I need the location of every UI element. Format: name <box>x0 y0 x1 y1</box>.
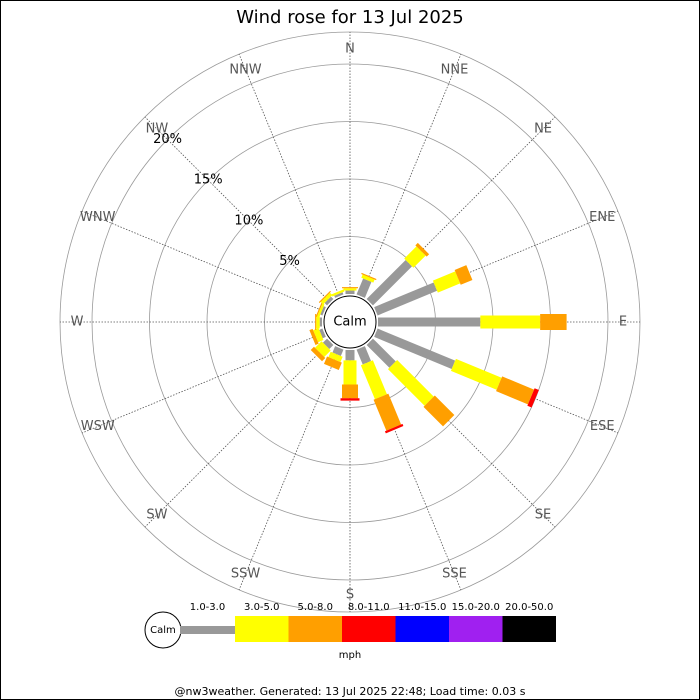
bar-segment <box>450 358 502 390</box>
bar-segment <box>360 360 387 400</box>
legend-swatch <box>180 626 235 634</box>
direction-label: E <box>619 315 627 330</box>
legend-calm-label: Calm <box>150 625 176 636</box>
grid: N NNE NE ENE E ESE SE SSE S SSW SW WSW W WNW NW NNW 5% 10… <box>60 32 640 612</box>
bar-segment <box>454 265 473 285</box>
direction-label: WSW <box>81 419 115 434</box>
legend-label: 20.0-50.0 <box>505 602 553 613</box>
bar-segment <box>387 359 434 406</box>
bar-segment <box>317 303 325 317</box>
bar-segment <box>319 328 326 339</box>
legend-swatch <box>235 616 289 642</box>
bar-segment <box>361 274 375 283</box>
bar-segment <box>318 290 331 303</box>
bar-segment <box>384 423 404 434</box>
bar-segment <box>404 246 426 268</box>
direction-label: ENE <box>589 210 615 225</box>
bar-segment <box>331 289 345 297</box>
calm-circle <box>323 295 377 349</box>
legend-label: 1.0-3.0 <box>190 602 225 613</box>
bar-segment <box>373 393 402 431</box>
bar-segment <box>334 292 344 298</box>
footer: @nw3weather. Generated: 13 Jul 2025 22:4… <box>175 685 526 698</box>
bar-segment <box>356 346 372 365</box>
bar-segment <box>374 328 456 369</box>
direction-label: W <box>71 315 84 330</box>
bar-segment <box>324 296 334 306</box>
direction-label: N <box>345 42 355 57</box>
r-tick-label: 10% <box>234 213 263 228</box>
direction-label: NNW <box>229 62 261 77</box>
legend-label: 3.0-5.0 <box>244 602 279 613</box>
legend-swatch <box>395 616 449 642</box>
bar-segment <box>309 328 319 345</box>
legend-label: 5.0-8.0 <box>298 602 333 613</box>
chart-title: Wind rose for 13 Jul 2025 <box>236 7 464 28</box>
legend-swatch <box>449 616 503 642</box>
direction-label: NE <box>534 121 552 136</box>
bar-segment <box>323 356 342 371</box>
direction-label: ESE <box>590 419 615 434</box>
legend-label: 8.0-11.0 <box>348 602 390 613</box>
r-tick-label: 15% <box>194 173 223 188</box>
legend-swatch <box>288 616 342 642</box>
bars <box>309 242 567 434</box>
direction-label: SW <box>146 508 167 523</box>
bar-segment <box>322 338 334 350</box>
direction-label: SSW <box>231 567 261 582</box>
r-tick-label: 20% <box>153 132 182 147</box>
bar-segment <box>423 395 455 427</box>
legend-swatch <box>342 616 396 642</box>
bar-segment <box>366 338 396 368</box>
bar-segment <box>328 351 343 363</box>
bar-segment <box>310 346 326 362</box>
direction-label: WNW <box>80 210 116 225</box>
bar-segment <box>315 341 331 357</box>
legend: Calm 1.0-3.0 3.0-5.0 5.0-8.0 8.0-11.0 11.0-1… <box>144 602 556 649</box>
direction-label: NNE <box>441 62 469 77</box>
legend-label: 11.0-15.0 <box>398 602 446 613</box>
bar-segment <box>366 259 413 306</box>
r-tick-label: 5% <box>279 254 300 269</box>
direction-label: S <box>346 588 354 603</box>
direction-label: SE <box>535 508 551 523</box>
bar-segment <box>313 328 324 343</box>
calm-label: Calm <box>333 315 366 330</box>
grid-ring <box>91 63 609 581</box>
direction-label: NW <box>146 121 169 136</box>
legend-swatch <box>502 616 556 642</box>
legend-label: 15.0-20.0 <box>452 602 500 613</box>
bar-segment <box>332 346 344 356</box>
bar-segment <box>320 292 333 305</box>
bar-segment <box>415 242 430 257</box>
legend-unit: mph <box>339 650 361 661</box>
bar-segment <box>496 376 535 405</box>
bar-segment <box>527 388 539 408</box>
bar-segment <box>320 306 326 316</box>
bar-segment <box>356 278 372 298</box>
bar-segment <box>374 282 438 316</box>
direction-label: SSE <box>442 567 467 582</box>
bar-segment <box>432 271 461 293</box>
